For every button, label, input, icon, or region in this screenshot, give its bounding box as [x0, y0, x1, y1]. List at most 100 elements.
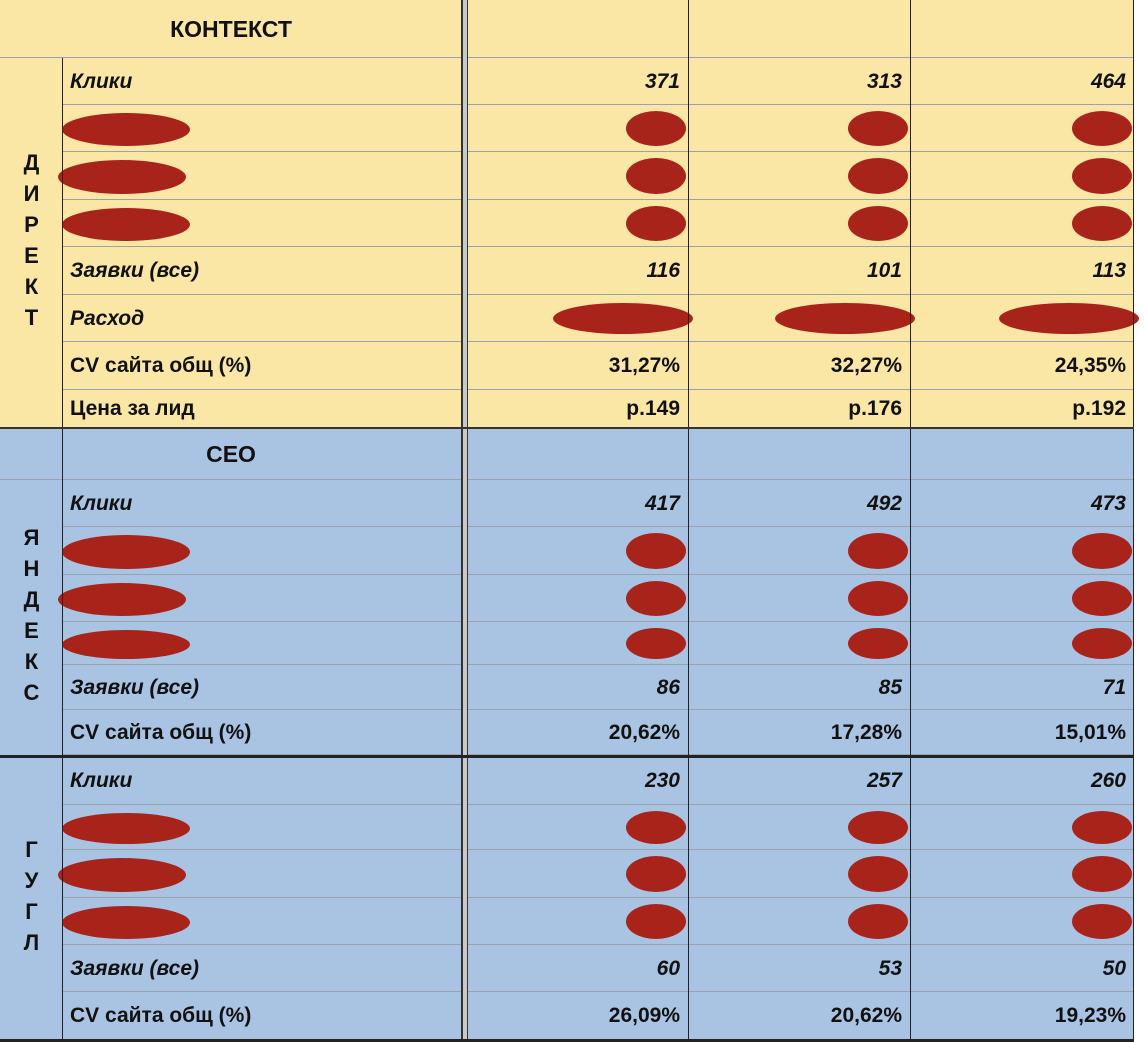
redaction: [626, 628, 686, 659]
section-background: [0, 58, 1134, 428]
row-line: [62, 991, 1134, 992]
redaction: [848, 206, 908, 241]
row-line: [62, 849, 1134, 850]
column-line: [910, 0, 911, 58]
cell-value: 473: [1090, 491, 1126, 515]
frozen-divider: [461, 0, 468, 1042]
cell-value: 113: [1092, 259, 1126, 282]
row-line: [62, 246, 1134, 247]
group-label: ЯНДЕКС: [19, 524, 44, 711]
cell-value: 371: [644, 69, 680, 93]
redaction: [775, 303, 915, 334]
row-line: [62, 664, 1134, 665]
section-background: [0, 0, 1134, 58]
row-line: [62, 526, 1134, 527]
redaction: [626, 811, 686, 844]
cell-value: 19,23%: [1054, 1004, 1126, 1027]
redaction: [58, 858, 186, 892]
column-line: [910, 58, 911, 1042]
cell-value: 101: [866, 259, 902, 282]
redaction: [1072, 856, 1132, 892]
section-divider: [0, 755, 1134, 758]
row-label: Заявки (все): [70, 675, 200, 699]
cell-value: 492: [866, 491, 902, 515]
row-line: [0, 479, 1134, 480]
row-label: Клики: [70, 69, 133, 93]
redaction: [1072, 111, 1132, 146]
redaction: [848, 158, 908, 194]
group-label: ГУГЛ: [19, 836, 44, 961]
redaction: [848, 856, 908, 892]
redaction: [848, 533, 908, 569]
row-line: [62, 944, 1134, 945]
redaction: [626, 581, 686, 616]
redaction: [848, 904, 908, 939]
row-label: CV сайта общ (%): [70, 1004, 252, 1027]
cell-value: р.192: [1072, 397, 1126, 420]
section-header: КОНТЕКСТ: [170, 15, 292, 42]
redaction: [62, 630, 190, 659]
row-line: [62, 199, 1134, 200]
cell-value: 260: [1090, 769, 1126, 792]
row-line: [0, 57, 1134, 58]
cell-value: 71: [1102, 675, 1126, 699]
column-line: [688, 0, 689, 58]
redaction: [62, 813, 190, 844]
redaction: [1072, 581, 1132, 616]
cell-value: 50: [1102, 956, 1126, 980]
redaction: [553, 303, 693, 334]
redaction: [999, 303, 1139, 334]
cell-value: 24,35%: [1054, 354, 1126, 377]
redaction: [1072, 904, 1132, 939]
row-label: Клики: [70, 769, 133, 792]
cell-value: 85: [878, 675, 902, 699]
redaction: [62, 906, 190, 939]
redaction: [58, 583, 186, 616]
row-line: [62, 294, 1134, 295]
column-line: [688, 58, 689, 1042]
cell-value: р.176: [848, 397, 902, 420]
section-header: СЕО: [206, 440, 256, 467]
cell-value: 417: [644, 491, 680, 515]
redaction: [626, 158, 686, 194]
cell-value: 257: [866, 769, 902, 792]
redaction: [848, 811, 908, 844]
cell-value: 313: [866, 69, 902, 93]
redaction: [848, 581, 908, 616]
redaction: [626, 856, 686, 892]
cell-value: 116: [646, 259, 680, 282]
row-line: [62, 897, 1134, 898]
row-label: Заявки (все): [70, 259, 200, 282]
bottom-border: [0, 1039, 1134, 1042]
section-background: [0, 428, 1134, 480]
row-line: [62, 709, 1134, 710]
cell-value: 26,09%: [608, 1004, 680, 1027]
redaction: [1072, 811, 1132, 844]
group-label: ДИРЕКТ: [19, 150, 44, 336]
row-label: Заявки (все): [70, 956, 200, 980]
redaction: [848, 628, 908, 659]
column-line: [62, 480, 63, 1042]
cell-value: 60: [656, 956, 680, 980]
cell-value: 53: [878, 956, 902, 980]
cell-value: 15,01%: [1054, 720, 1126, 744]
redaction: [1072, 628, 1132, 659]
row-line: [62, 804, 1134, 805]
redaction: [62, 208, 190, 241]
column-line: [1133, 58, 1134, 1042]
row-line: [62, 574, 1134, 575]
cell-value: 17,28%: [830, 720, 902, 744]
cell-value: 20,62%: [608, 720, 680, 744]
column-line: [1133, 0, 1134, 58]
redaction: [1072, 158, 1132, 194]
row-line: [62, 754, 1134, 755]
cell-value: 230: [644, 769, 680, 792]
cell-value: 464: [1090, 69, 1126, 93]
row-label: Расход: [70, 306, 145, 330]
cell-value: 32,27%: [830, 354, 902, 377]
redaction: [62, 535, 190, 569]
redaction: [626, 904, 686, 939]
row-label: Клики: [70, 491, 133, 515]
redaction: [62, 113, 190, 146]
